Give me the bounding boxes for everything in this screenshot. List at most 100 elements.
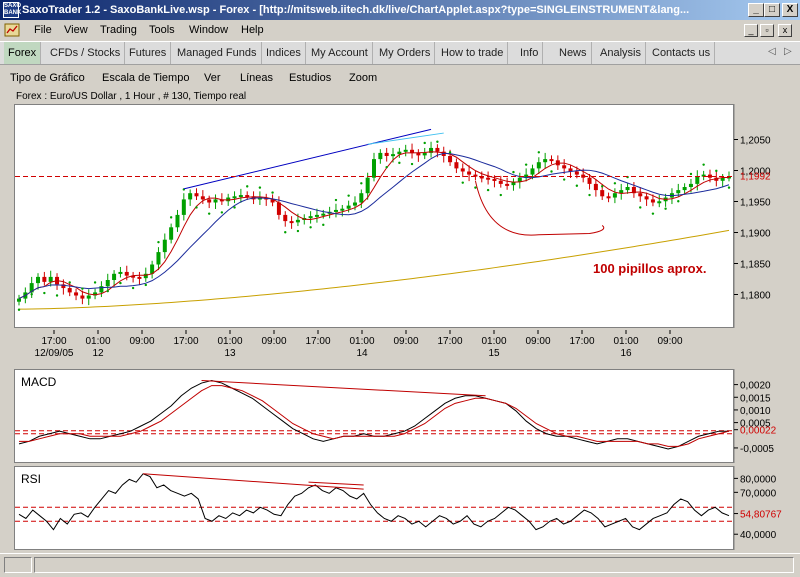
price-y-axis: 1,2050 1,2000 1,1950 1,1900 1,1850 1,1800 1,19… <box>734 104 771 328</box>
tab-indices[interactable]: Indices <box>262 42 306 64</box>
candle-body <box>720 177 725 181</box>
candle-body <box>295 219 300 223</box>
rsi-tick-label: 70,0000 <box>740 488 777 499</box>
scroll-left-arrow-icon[interactable]: ◁ <box>768 46 776 57</box>
chart-menu-time-scale[interactable]: Escala de Tiempo <box>102 72 190 84</box>
candle-body <box>359 193 364 203</box>
rsi-panel[interactable]: RSI <box>14 466 734 550</box>
candle-body <box>682 187 687 191</box>
chart-menu-studies[interactable]: Estudios <box>289 72 332 84</box>
price-chart-panel[interactable]: 100 pipillos aprox. <box>14 104 734 328</box>
candle-body <box>372 159 376 178</box>
candle-body <box>67 288 72 293</box>
parabolic-sar-dot <box>322 223 325 227</box>
candle-body <box>352 202 357 206</box>
chart-menu-lines[interactable]: Líneas <box>240 72 274 84</box>
tab-my-account[interactable]: My Account <box>307 42 373 64</box>
parabolic-sar-dot <box>474 186 477 189</box>
window-title-bar[interactable]: SAXO BANK SaxoTrader 1.2 - SaxoBankLive.… <box>0 0 800 20</box>
price-tick-label: 1,2050 <box>740 136 771 147</box>
parabolic-sar-dot <box>246 185 249 188</box>
candle-body <box>568 168 573 172</box>
candle-body <box>650 199 655 203</box>
cyan-trendline <box>367 132 444 145</box>
date-tick-label: 14 <box>356 348 368 359</box>
tab-news[interactable]: News <box>555 42 592 64</box>
parabolic-sar-dot <box>537 151 541 154</box>
parabolic-sar-dot <box>157 240 160 244</box>
candle-body <box>207 199 212 203</box>
scroll-right-arrow-icon[interactable]: ▷ <box>784 46 792 57</box>
chart-menu-chart-type[interactable]: Tipo de Gráfico <box>10 72 85 84</box>
mdi-minimize-button[interactable]: _ <box>744 24 758 37</box>
tab-analysis[interactable]: Analysis <box>596 42 646 64</box>
time-tick-label: 09:00 <box>393 336 418 347</box>
parabolic-sar-dot <box>601 185 604 188</box>
time-tick-label: 17:00 <box>173 336 198 347</box>
menu-file[interactable]: File <box>34 24 52 36</box>
tab-futures[interactable]: Futures <box>125 42 172 64</box>
document-icon[interactable] <box>4 22 20 38</box>
tab-how-to-trade[interactable]: How to trade <box>437 42 509 64</box>
candle-body <box>36 276 41 284</box>
tab-forex[interactable]: Forex <box>4 42 42 64</box>
candle-body <box>707 174 712 178</box>
candle-body <box>333 209 338 212</box>
tab-info[interactable]: Info <box>516 42 544 64</box>
menu-tools[interactable]: Tools <box>149 24 175 36</box>
menu-window[interactable]: Window <box>189 24 229 36</box>
minimize-button[interactable]: _ <box>748 3 764 17</box>
candle-body <box>232 196 237 199</box>
parabolic-sar-dot <box>410 162 414 166</box>
rsi-divergence-line <box>143 473 364 490</box>
close-button[interactable]: X <box>782 3 798 17</box>
maximize-button[interactable]: □ <box>764 3 780 17</box>
candle-body <box>17 298 21 302</box>
macd-chart: MACD <box>15 375 733 450</box>
chart-menu-zoom[interactable]: Zoom <box>349 72 378 84</box>
menu-trading[interactable]: Trading <box>100 24 137 36</box>
time-tick-label: 01:00 <box>613 336 638 347</box>
parabolic-sar-dot <box>309 226 312 229</box>
parabolic-sar-dot <box>512 170 515 174</box>
candle-body <box>321 213 326 216</box>
tab-my-orders[interactable]: My Orders <box>375 42 436 64</box>
candle-body <box>391 154 396 157</box>
parabolic-sar-dot <box>423 141 426 145</box>
date-tick-label: 16 <box>620 348 632 359</box>
candle-body <box>169 227 174 240</box>
parabolic-sar-dot <box>588 193 591 197</box>
time-tick-label: 01:00 <box>349 336 374 347</box>
tab-cfds-stocks[interactable]: CFDs / Stocks <box>46 42 126 64</box>
macd-tick-label: 0,0015 <box>740 393 771 404</box>
candle-body <box>162 239 167 253</box>
candle-body <box>606 196 611 199</box>
macd-tick-label: 0,00022 <box>740 426 777 437</box>
tab-managed-funds[interactable]: Managed Funds <box>173 42 262 64</box>
macd-tick-label: 0,0005 <box>740 419 771 430</box>
parabolic-sar-dot <box>271 191 274 194</box>
macd-panel[interactable]: MACD <box>14 369 734 463</box>
annotation-text: 100 pipillos aprox. <box>593 261 706 276</box>
candle-body <box>99 286 104 293</box>
menu-view[interactable]: View <box>64 24 88 36</box>
parabolic-sar-dot <box>106 289 109 293</box>
chart-info-line: Forex : Euro/US Dollar , 1 Hour , # 130,… <box>16 91 247 102</box>
candle-body <box>644 196 649 200</box>
tab-contacts-us[interactable]: Contacts us <box>648 42 716 64</box>
parabolic-sar-dot <box>727 186 731 189</box>
candle-body <box>530 168 535 175</box>
parabolic-sar-dot <box>169 216 173 219</box>
candle-body <box>688 183 693 187</box>
candle-body <box>574 171 579 175</box>
candle-body <box>238 195 243 198</box>
parabolic-sar-dot <box>220 211 224 214</box>
candle-body <box>131 275 136 278</box>
menu-help[interactable]: Help <box>241 24 264 36</box>
candle-body <box>460 168 465 172</box>
mdi-close-button[interactable]: x <box>778 24 792 37</box>
date-tick-label: 12 <box>92 348 104 359</box>
rsi-title: RSI <box>21 472 41 486</box>
mdi-restore-button[interactable]: ▫ <box>760 24 774 37</box>
chart-menu-view[interactable]: Ver <box>204 72 221 84</box>
